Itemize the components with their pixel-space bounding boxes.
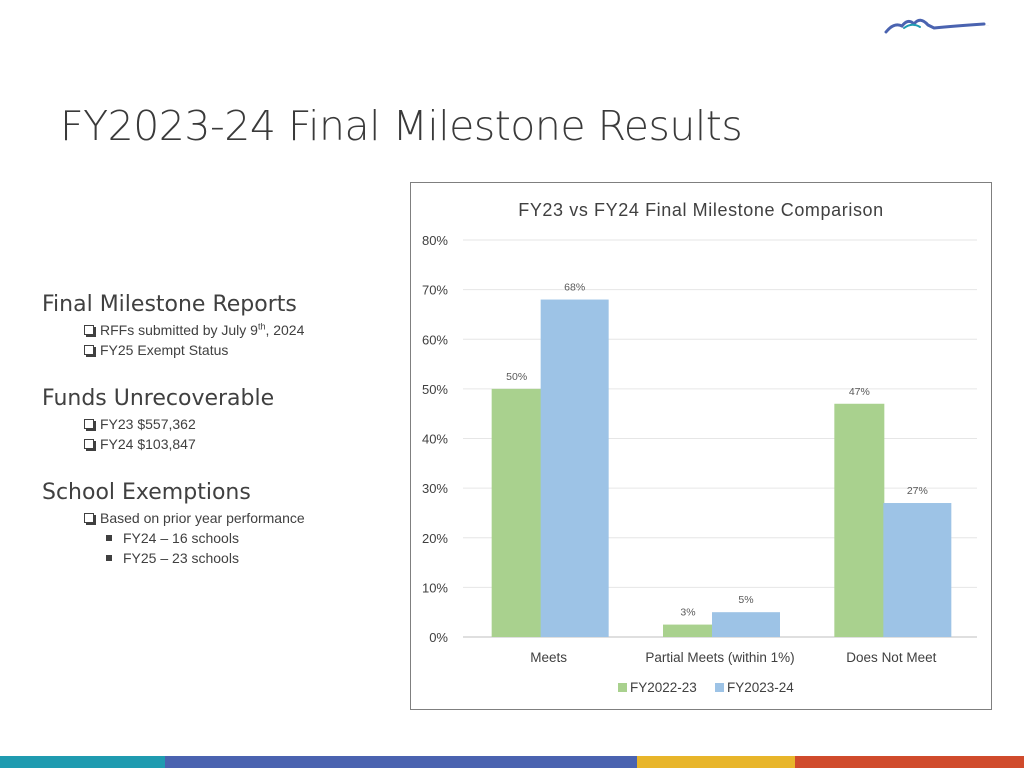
list-item: FY25 Exempt Status (84, 340, 392, 360)
checkbox-bullet-icon (84, 513, 94, 523)
bottom-bar-segment-teal (0, 756, 165, 768)
bar (663, 624, 713, 637)
sub-list-item: FY25 – 23 schools (104, 548, 392, 568)
data-label: 50% (506, 371, 527, 383)
list-item: FY23 $557,362 (84, 414, 392, 434)
list-item-text: , 2024 (265, 322, 305, 338)
section-school-exemptions: School Exemptions Based on prior year pe… (42, 480, 392, 568)
data-label: 5% (738, 594, 753, 606)
y-tick-label: 60% (422, 332, 448, 347)
section-title: Final Milestone Reports (42, 292, 297, 317)
bottom-bar-segment-gold (637, 756, 795, 768)
y-tick-label: 0% (429, 630, 448, 645)
legend-swatch (618, 683, 627, 692)
y-tick-label: 30% (422, 481, 448, 496)
bar (834, 403, 885, 637)
y-tick-label: 10% (422, 580, 448, 595)
bottom-color-bar (0, 756, 1024, 768)
bar (491, 388, 542, 637)
bar (883, 503, 952, 637)
section-title: Funds Unrecoverable (42, 386, 275, 411)
chart-title: FY23 vs FY24 Final Milestone Comparison (518, 200, 884, 220)
superscript: th (257, 321, 266, 332)
list-item-text: FY24 $103,847 (100, 436, 196, 452)
page-title: FY2023-24 Final Milestone Results (60, 102, 743, 150)
bottom-bar-segment-red (795, 756, 1024, 768)
square-bullet-icon (106, 535, 112, 541)
notes-panel: Final Milestone Reports RFFs submitted b… (42, 292, 392, 594)
list-item: Based on prior year performance (84, 508, 392, 528)
y-tick-label: 40% (422, 432, 448, 447)
list-item-text: FY23 $557,362 (100, 416, 196, 432)
data-label: 27% (907, 485, 928, 497)
data-label: 68% (564, 282, 585, 294)
list-item-text: Based on prior year performance (100, 510, 305, 526)
section-title: School Exemptions (42, 480, 251, 505)
checkbox-bullet-icon (84, 439, 94, 449)
bar (712, 612, 780, 637)
data-label: 3% (680, 607, 695, 619)
y-tick-label: 20% (422, 531, 448, 546)
legend-label: FY2022-23 (630, 680, 697, 695)
bottom-bar-segment-blue (165, 756, 637, 768)
legend-swatch (715, 683, 724, 692)
x-tick-label: Meets (530, 650, 567, 665)
list-item: FY24 $103,847 (84, 434, 392, 454)
list-item-text: FY25 Exempt Status (100, 342, 229, 358)
bar-chart-svg: FY23 vs FY24 Final Milestone Comparison 0… (422, 200, 977, 695)
bar (540, 299, 609, 637)
y-tick-label: 50% (422, 382, 448, 397)
checkbox-bullet-icon (84, 419, 94, 429)
y-tick-label: 70% (422, 283, 448, 298)
mountain-logo: ····· (884, 18, 989, 34)
square-bullet-icon (106, 555, 112, 561)
section-funds-unrecoverable: Funds Unrecoverable FY23 $557,362 FY24 $… (42, 386, 392, 454)
svg-text:·····: ····· (984, 23, 989, 27)
list-item-text: RFFs submitted by July 9 (100, 322, 258, 338)
checkbox-bullet-icon (84, 325, 94, 335)
sub-list-item: FY24 – 16 schools (104, 528, 392, 548)
section-final-milestone-reports: Final Milestone Reports RFFs submitted b… (42, 292, 392, 360)
bar-chart: FY23 vs FY24 Final Milestone Comparison 0… (410, 182, 992, 710)
x-tick-label: Partial Meets (within 1%) (645, 650, 794, 665)
data-label: 47% (849, 386, 870, 398)
list-item: RFFs submitted by July 9th, 2024 (84, 320, 392, 340)
x-tick-label: Does Not Meet (846, 650, 936, 665)
sub-list-item-text: FY25 – 23 schools (123, 550, 239, 566)
sub-list-item-text: FY24 – 16 schools (123, 530, 239, 546)
checkbox-bullet-icon (84, 345, 94, 355)
sub-list: FY24 – 16 schools FY25 – 23 schools (84, 528, 392, 568)
y-tick-label: 80% (422, 233, 448, 248)
legend-label: FY2023-24 (727, 680, 794, 695)
